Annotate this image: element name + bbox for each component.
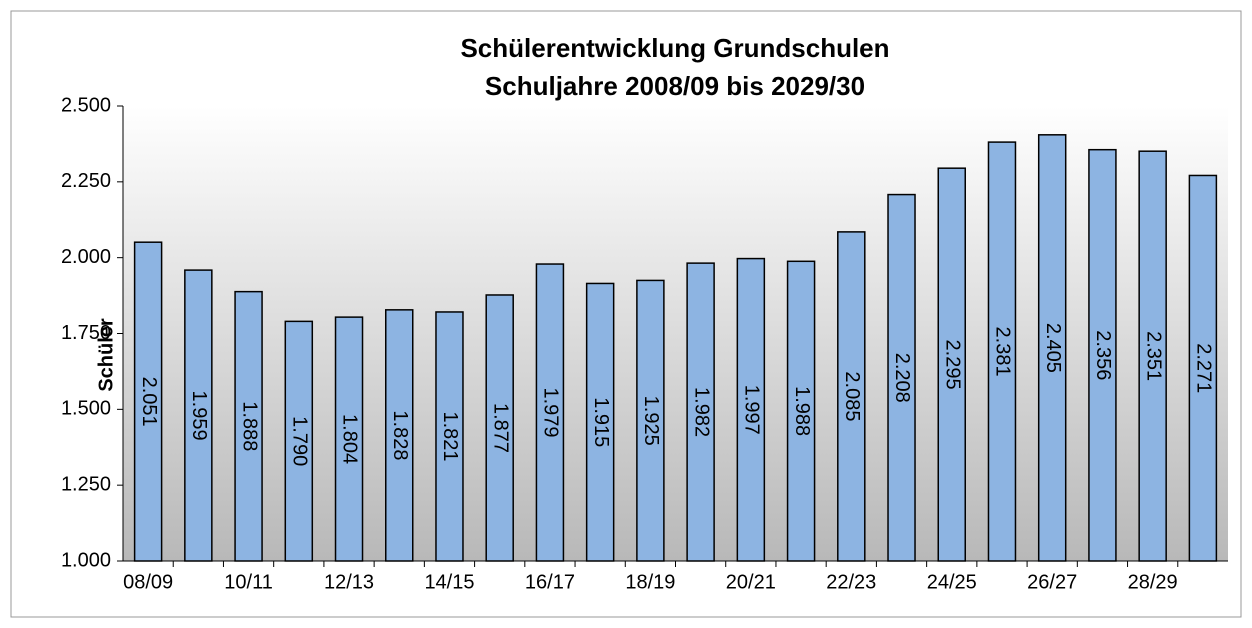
value-label: 1.828 — [389, 410, 411, 460]
value-label: 1.979 — [540, 387, 562, 437]
bar — [133, 241, 163, 562]
value-label: 2.381 — [992, 327, 1014, 377]
value-label: 1.925 — [640, 396, 662, 446]
value-label: 2.351 — [1142, 331, 1164, 381]
x-tick-label: 24/25 — [927, 571, 977, 593]
x-tick-label: 20/21 — [726, 571, 776, 593]
bar — [736, 257, 766, 562]
bar — [1188, 174, 1218, 562]
bar — [184, 269, 213, 562]
y-tick-label: 2.000 — [61, 246, 111, 268]
x-tick-label: 12/13 — [324, 571, 374, 593]
value-label: 1.988 — [791, 386, 813, 436]
value-label: 2.356 — [1092, 330, 1114, 380]
x-tick-label: 08/09 — [123, 571, 173, 593]
value-label: 1.982 — [690, 387, 712, 437]
bar — [786, 260, 816, 562]
bar — [435, 311, 464, 562]
x-tick-label: 22/23 — [826, 571, 876, 593]
bar — [987, 141, 1017, 562]
value-label: 2.085 — [841, 371, 863, 421]
x-tick-label: 28/29 — [1128, 571, 1178, 593]
bar — [385, 309, 414, 562]
y-tick-label: 1.750 — [61, 322, 111, 344]
bar — [234, 290, 263, 562]
value-label: 2.271 — [1193, 343, 1215, 393]
bar — [334, 316, 364, 562]
chart-subtitle: Schuljahre 2008/09 bis 2029/30 — [485, 71, 865, 101]
x-tick-label: 26/27 — [1027, 571, 1077, 593]
value-label: 1.915 — [590, 397, 612, 447]
value-label: 1.888 — [238, 401, 260, 451]
bar — [1138, 150, 1167, 562]
y-tick-label: 1.250 — [61, 473, 111, 495]
bar — [887, 193, 916, 562]
bar — [636, 279, 665, 562]
bar — [1088, 148, 1117, 562]
x-tick-label: 16/17 — [525, 571, 575, 593]
value-label: 1.877 — [489, 403, 511, 453]
bar — [686, 262, 715, 562]
bar — [535, 263, 565, 562]
value-label: 1.997 — [741, 385, 763, 435]
bar — [837, 231, 866, 562]
chart-title: Schülerentwicklung Grundschulen — [460, 33, 889, 63]
bar — [937, 167, 966, 562]
bar — [1037, 134, 1067, 562]
bar — [284, 320, 314, 562]
value-label: 1.959 — [188, 391, 210, 441]
y-tick-label: 2.250 — [61, 170, 111, 192]
x-tick-label: 14/15 — [424, 571, 474, 593]
y-tick-label: 1.500 — [61, 398, 111, 420]
x-tick-label: 18/19 — [625, 571, 675, 593]
value-label: 2.295 — [941, 340, 963, 390]
y-tick-label: 1.000 — [61, 549, 111, 571]
value-label: 2.208 — [891, 353, 913, 403]
value-label: 1.790 — [289, 416, 311, 466]
value-label: 2.405 — [1042, 323, 1064, 373]
x-tick-label: 10/11 — [224, 571, 273, 593]
value-label: 1.821 — [439, 411, 461, 461]
y-axis-label: Schüler — [95, 318, 117, 392]
value-label: 2.051 — [138, 377, 160, 427]
y-tick-label: 2.500 — [61, 94, 111, 116]
bar — [485, 294, 514, 562]
value-label: 1.804 — [339, 414, 361, 464]
bar — [585, 282, 615, 562]
